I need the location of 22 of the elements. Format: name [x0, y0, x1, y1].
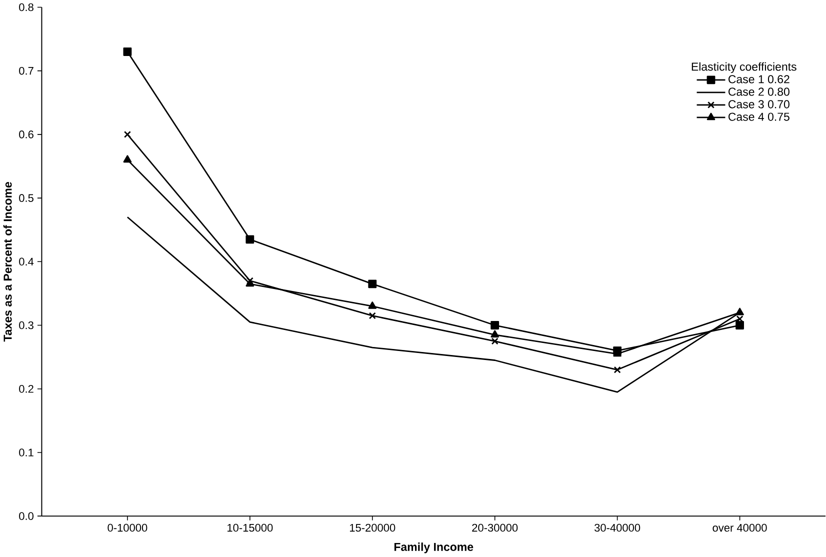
legend-label: Case 2 0.80	[728, 88, 790, 96]
x-tick-label: over 40000	[712, 524, 767, 532]
legend-label: Case 4 0.75	[728, 112, 790, 122]
y-tick-label: 0.3	[19, 322, 34, 330]
y-tick-label: 0.8	[19, 4, 34, 12]
x-tick-label: 30-40000	[594, 524, 640, 532]
legend-label: Case 3 0.70	[728, 100, 790, 109]
legend-label: Case 1 0.62	[728, 75, 790, 84]
y-tick-label: 0.0	[19, 512, 34, 520]
y-tick-label: 0.6	[19, 130, 34, 139]
y-tick-label: 0.5	[19, 194, 34, 202]
y-axis-title: Taxes as a Percent of Income	[3, 182, 12, 342]
y-tick-label: 0.7	[19, 67, 34, 75]
x-tick-label: 10-15000	[228, 524, 273, 532]
y-tick-label: 0.2	[19, 385, 34, 393]
y-tick-label: 0.1	[19, 448, 34, 457]
y-tick-label: 0.4	[19, 258, 34, 266]
x-axis-title: Family Income	[394, 542, 474, 554]
legend-title: Elasticity coefficients	[692, 62, 796, 74]
x-tick-label: 15-20000	[350, 524, 396, 532]
x-tick-label: 20-30000	[472, 524, 518, 532]
x-tick-label: 0-10000	[108, 524, 148, 532]
